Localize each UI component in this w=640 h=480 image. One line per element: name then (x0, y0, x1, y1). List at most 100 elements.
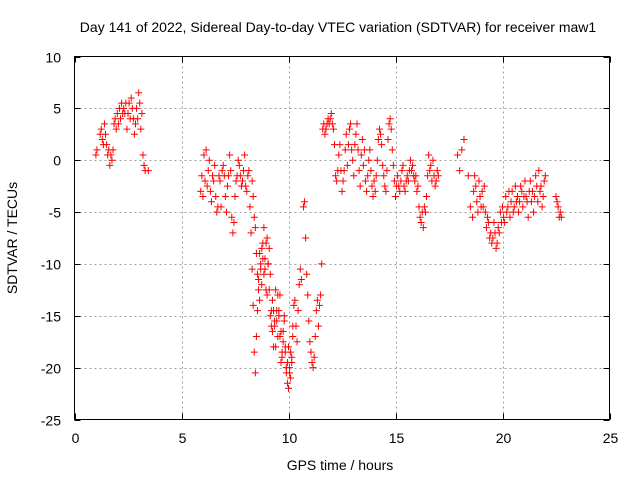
data-point (212, 193, 220, 201)
data-point (205, 156, 213, 164)
data-point (130, 130, 138, 138)
data-point (117, 115, 125, 123)
data-point (268, 327, 276, 335)
data-point (248, 265, 256, 273)
data-point (114, 120, 122, 128)
y-tick-label: -5 (49, 205, 62, 221)
data-point (227, 167, 235, 175)
data-point (326, 115, 334, 123)
data-point (225, 172, 233, 180)
data-point (473, 198, 481, 206)
data-point (458, 146, 466, 154)
data-point (371, 187, 379, 195)
data-point (308, 358, 316, 366)
data-point (249, 193, 257, 201)
data-point (299, 203, 307, 211)
data-point (503, 208, 511, 216)
data-point (408, 167, 416, 175)
data-point (202, 146, 210, 154)
data-point (123, 125, 131, 133)
data-point (307, 348, 315, 356)
y-axis-label: SDTVAR / TECUs (4, 182, 20, 294)
data-point (386, 115, 394, 123)
data-point (266, 270, 274, 278)
data-point (500, 213, 508, 221)
data-point (282, 364, 290, 372)
data-point (273, 317, 281, 325)
data-point (125, 99, 133, 107)
data-point (198, 172, 206, 180)
data-point (372, 172, 380, 180)
data-point (294, 307, 302, 315)
data-point (377, 130, 385, 138)
data-point (201, 177, 209, 185)
data-point (305, 317, 313, 325)
data-point (480, 182, 488, 190)
data-point (131, 120, 139, 128)
x-tick-label: 20 (496, 430, 512, 446)
data-point (398, 167, 406, 175)
data-point (401, 187, 409, 195)
data-point (404, 177, 412, 185)
data-point (379, 161, 387, 169)
data-point (424, 172, 432, 180)
data-point (241, 151, 249, 159)
data-point (213, 208, 221, 216)
grid (74, 56, 610, 420)
data-point (370, 177, 378, 185)
data-point (389, 161, 397, 169)
data-point (474, 208, 482, 216)
data-point (226, 151, 234, 159)
data-point (540, 177, 548, 185)
data-point (385, 120, 393, 128)
data-point (219, 161, 227, 169)
data-point (291, 296, 299, 304)
data-point (363, 187, 371, 195)
data-point (279, 327, 287, 335)
data-point (496, 208, 504, 216)
data-point (268, 296, 276, 304)
data-point (302, 234, 310, 242)
data-point (366, 146, 374, 154)
data-point (527, 198, 535, 206)
data-point (554, 203, 562, 211)
data-point (289, 322, 297, 330)
data-point (260, 270, 268, 278)
data-point (93, 146, 101, 154)
data-point (510, 203, 518, 211)
data-point (106, 161, 114, 169)
data-point (432, 177, 440, 185)
data-point (535, 167, 543, 175)
data-point (236, 172, 244, 180)
data-point (338, 187, 346, 195)
data-point (244, 172, 252, 180)
data-point (504, 203, 512, 211)
data-point (553, 198, 561, 206)
data-point (134, 115, 142, 123)
data-point (120, 104, 128, 112)
data-point (322, 125, 330, 133)
data-point (248, 177, 256, 185)
data-point (136, 99, 144, 107)
data-point (490, 218, 498, 226)
data-point (516, 198, 524, 206)
data-point (97, 125, 105, 133)
data-point (539, 193, 547, 201)
data-point (534, 198, 542, 206)
data-point (472, 182, 480, 190)
data-point (229, 229, 237, 237)
data-point (328, 120, 336, 128)
data-point (426, 167, 434, 175)
data-point (98, 135, 106, 143)
data-point (353, 120, 361, 128)
data-point (276, 333, 284, 341)
data-point (392, 193, 399, 201)
data-point (271, 322, 279, 330)
data-point (313, 296, 321, 304)
data-point (502, 193, 510, 201)
data-point (301, 198, 309, 206)
data-point (506, 213, 514, 221)
data-point (493, 239, 501, 247)
data-point (321, 130, 329, 138)
